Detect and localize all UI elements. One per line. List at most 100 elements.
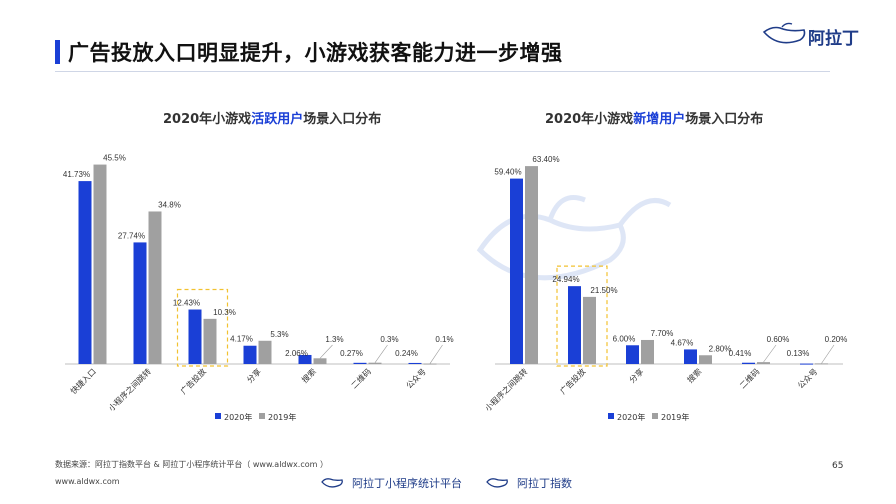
chart-title-highlight: 新增用户 [633, 112, 686, 127]
bar-chart-active-users: 41.73% 45.5% 快捷入口 27.74% 34.8% 小程序之间跳转 12.43% 1… [63, 154, 454, 422]
data-label-2019: 0.3% [380, 335, 398, 344]
category-label: 广告投放 [178, 366, 208, 396]
bar-2019 [583, 296, 596, 364]
category-label: 搜索 [685, 366, 703, 384]
category-label: 公众号 [405, 367, 428, 390]
bar-2020 [408, 362, 422, 364]
bar-2020 [742, 362, 755, 364]
legend-swatch-2020 [215, 413, 221, 419]
page-number: 65 [832, 461, 844, 471]
bar-2020 [188, 309, 202, 364]
bar-2019 [641, 339, 654, 364]
bar-2020 [298, 354, 312, 364]
title-divider [55, 71, 830, 72]
data-label-2019: 7.70% [651, 329, 674, 338]
data-label-2020: 24.94% [552, 275, 579, 284]
data-label-2019: 1.3% [325, 335, 343, 344]
bar-2020 [626, 345, 639, 364]
legend-label-2019: 2019年 [661, 412, 689, 422]
footer-brand-label: 阿拉丁小程序统计平台 [352, 477, 462, 490]
bar-2020 [353, 362, 367, 364]
website-url: www.aldwx.com [55, 477, 120, 486]
data-label-2020: 0.24% [395, 349, 418, 358]
data-label-2020: 2.06% [285, 349, 308, 358]
bar-2019 [699, 355, 712, 364]
data-label-2020: 0.41% [729, 349, 752, 358]
category-label: 广告投放 [558, 366, 588, 396]
data-label-2019: 63.40% [532, 155, 559, 164]
chart-title-suffix: 场景入口分布 [685, 112, 764, 127]
chart-title-prefix: 2020年小游戏 [545, 112, 634, 127]
aladdin-lamp-icon [762, 22, 806, 44]
data-label-2020: 4.17% [230, 335, 253, 344]
chart-title-new-users: 2020年小游戏新增用户场景入口分布 [545, 108, 763, 127]
legend-label-2020: 2020年 [617, 412, 645, 422]
footer-brand-label: 阿拉丁指数 [517, 477, 572, 490]
category-label: 小程序之间跳转 [483, 366, 530, 413]
bar-2019 [313, 358, 327, 364]
bar-2019 [258, 340, 272, 364]
bar-2019 [423, 363, 437, 365]
brand-logo-text: 阿拉丁 [808, 29, 859, 49]
category-label: 搜索 [300, 366, 318, 384]
data-label-2019: 0.20% [825, 335, 848, 344]
category-label: 分享 [627, 366, 645, 384]
legend-swatch-2019 [259, 413, 265, 419]
data-label-2019: 0.60% [767, 335, 790, 344]
data-label-2019: 34.8% [158, 200, 181, 209]
bar-chart-new-users: 59.40% 63.40% 小程序之间跳转 24.94% 21.50% 广告投放 6.00%… [483, 155, 848, 422]
bar-2020 [243, 345, 257, 364]
aladdin-lamp-icon [321, 478, 343, 488]
footer-brand-index: 阿拉丁指数 [485, 475, 572, 491]
data-label-2019: 0.1% [435, 335, 453, 344]
page-title: 广告投放入口明显提升，小游戏获客能力进一步增强 [68, 41, 563, 65]
legend-label-2020: 2020年 [224, 412, 252, 422]
label-leader-line [821, 344, 835, 364]
highlight-box [556, 265, 608, 367]
data-label-2019: 5.3% [270, 330, 288, 339]
data-label-2020: 4.67% [671, 338, 694, 347]
data-label-2020: 41.73% [63, 170, 90, 179]
legend-swatch-2020 [608, 413, 614, 419]
label-leader-line [374, 344, 388, 363]
highlight-box [176, 288, 229, 367]
bar-2020 [78, 181, 92, 364]
label-leader-line [429, 344, 443, 364]
category-label: 二维码 [737, 366, 761, 390]
data-label-2019: 10.3% [213, 308, 236, 317]
bar-2019 [93, 164, 107, 364]
bar-2019 [525, 166, 538, 364]
label-leader-line [319, 344, 333, 359]
legend-label-2019: 2019年 [268, 412, 296, 422]
data-label-2020: 6.00% [613, 334, 636, 343]
bar-2020 [800, 363, 813, 365]
category-label: 公众号 [796, 367, 819, 390]
data-label-2020: 59.40% [494, 168, 521, 177]
bar-2019 [815, 363, 828, 365]
chart-title-prefix: 2020年小游戏 [163, 112, 252, 127]
data-label-2020: 12.43% [173, 299, 200, 308]
data-label-2020: 0.13% [787, 349, 810, 358]
data-label-2020: 27.74% [118, 231, 145, 240]
bar-2020 [133, 242, 147, 364]
bar-2020 [568, 286, 581, 364]
data-label-2020: 0.27% [340, 349, 363, 358]
legend-swatch-2019 [652, 413, 658, 419]
category-label: 分享 [245, 366, 263, 384]
bar-2019 [148, 211, 162, 364]
bar-2020 [510, 178, 523, 364]
data-label-2019: 45.5% [103, 154, 126, 163]
bar-2020 [684, 349, 697, 364]
footer-brand-stats-platform: 阿拉丁小程序统计平台 [320, 475, 462, 491]
data-source-note: 数据来源：阿拉丁指数平台 & 阿拉丁小程序统计平台（ www.aldwx.com… [55, 460, 328, 469]
chart-title-active-users: 2020年小游戏活跃用户场景入口分布 [163, 108, 381, 127]
category-label: 二维码 [349, 366, 373, 390]
data-label-2019: 21.50% [590, 286, 617, 295]
aladdin-lamp-icon [486, 478, 508, 488]
category-label: 小程序之间跳转 [106, 366, 153, 413]
chart-title-highlight: 活跃用户 [251, 112, 304, 127]
category-label: 快捷入口 [68, 366, 98, 396]
bar-2019 [757, 362, 770, 364]
data-label-2019: 2.80% [709, 344, 732, 353]
label-leader-line [763, 344, 777, 363]
